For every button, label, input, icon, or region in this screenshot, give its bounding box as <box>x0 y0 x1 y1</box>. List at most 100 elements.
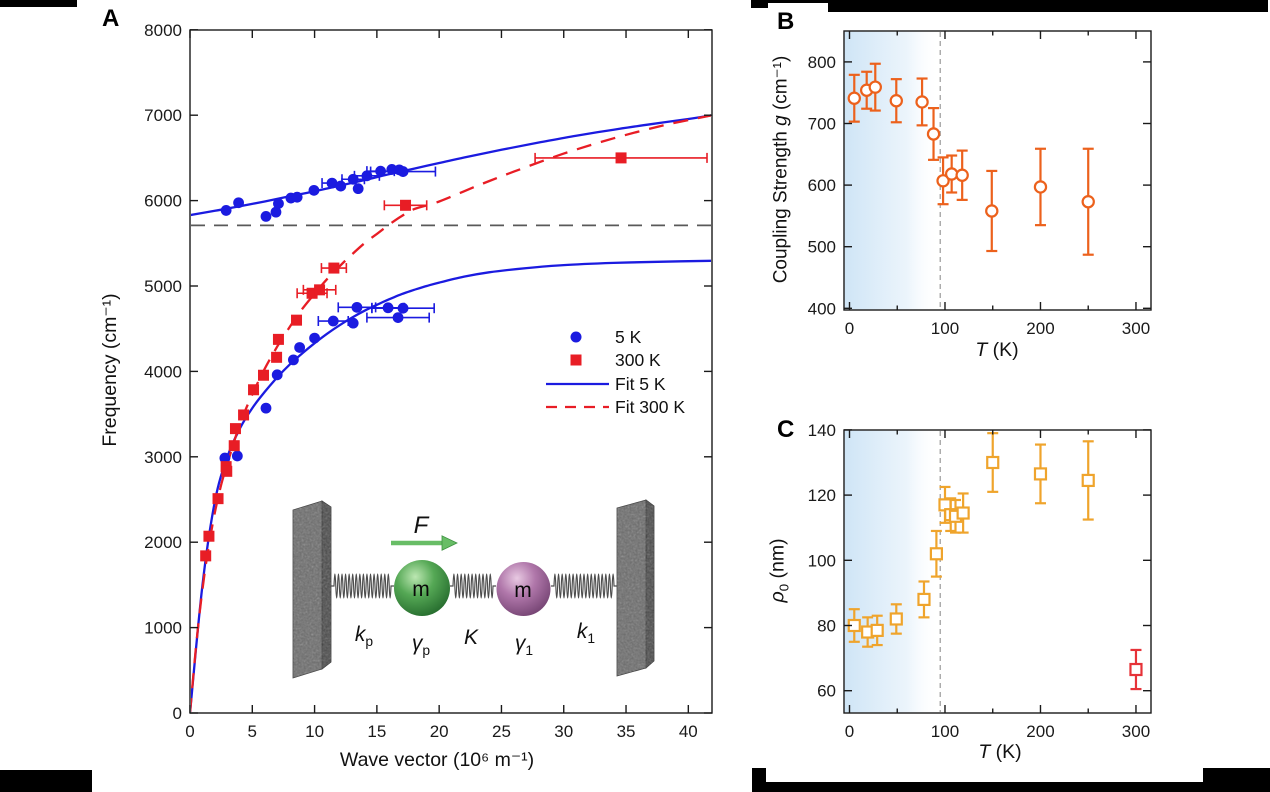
legend-label: 300 K <box>615 350 661 370</box>
data-point <box>294 342 306 353</box>
data-point <box>847 91 861 105</box>
data-point <box>615 152 627 164</box>
data-point <box>248 384 260 396</box>
data-point <box>291 314 303 326</box>
panel-a-label: A <box>102 5 120 32</box>
screen-artifact-bar <box>752 782 1270 792</box>
mass-label: m <box>412 578 430 601</box>
coupled-oscillator-inset: m m Fkp γp K γ1 k1 <box>292 499 655 679</box>
tick-label: 100 <box>931 319 959 338</box>
data-point <box>203 530 215 542</box>
spring-icon <box>331 573 394 599</box>
force-arrow-head-icon <box>441 535 458 551</box>
tick-label: 300 <box>1122 319 1150 338</box>
panel-b-plot <box>844 31 1095 310</box>
inset-label: K <box>464 626 479 649</box>
tick-label: 0 <box>173 704 182 723</box>
legend-label: Fit 300 K <box>615 397 685 417</box>
data-point <box>397 302 409 314</box>
tick-label: 35 <box>617 722 636 741</box>
tick-label: 20 <box>430 722 449 741</box>
panel-c-data-series <box>847 432 1143 691</box>
low-temperature-shaded-region <box>844 430 941 713</box>
tick-label: 120 <box>808 486 836 505</box>
data-point <box>327 315 339 327</box>
tick-label: 25 <box>492 722 511 741</box>
panel-a-legend: 5 K 300 K Fit 5 K Fit 300 K <box>546 327 685 417</box>
data-point <box>986 455 1000 470</box>
data-point <box>1129 662 1143 677</box>
panel-a-ylabel: Frequency (cm⁻¹) <box>99 293 121 447</box>
data-point <box>1033 467 1048 481</box>
inset-label: k1 <box>577 620 596 646</box>
legend-marker-square <box>570 354 582 366</box>
legend-label: 5 K <box>615 327 642 347</box>
legend-label: Fit 5 K <box>615 374 666 394</box>
data-point <box>273 198 284 209</box>
legend-marker-circle <box>570 331 582 343</box>
data-point <box>1033 180 1048 194</box>
data-point <box>929 547 943 561</box>
data-point <box>231 450 243 462</box>
tick-label: 0 <box>185 722 194 741</box>
data-point <box>889 94 903 108</box>
data-point <box>220 205 232 216</box>
panel-c-frame: 0 100 200 300 60 80 100 120 140 <box>808 421 1152 741</box>
data-point <box>956 506 970 520</box>
mass-label: m <box>514 579 532 602</box>
tick-label: 30 <box>554 722 573 741</box>
inset-label: γ1 <box>515 632 534 658</box>
data-point <box>351 301 363 313</box>
data-point <box>228 440 240 452</box>
data-point <box>271 369 283 381</box>
data-point <box>314 284 326 296</box>
panel-a-plot: m m Fkp γp K γ1 k1 <box>191 114 711 712</box>
series-300-k <box>200 152 708 562</box>
data-point <box>915 95 929 109</box>
panel-c-plot <box>844 430 1143 713</box>
tick-label: 80 <box>817 617 836 636</box>
data-point <box>309 332 320 344</box>
screen-artifact-bar <box>0 770 92 792</box>
mass-green-icon <box>394 560 450 616</box>
data-point <box>291 191 303 203</box>
spring-icon <box>551 573 617 599</box>
panel-c-label: C <box>777 416 795 443</box>
data-point <box>400 199 412 211</box>
tick-label: 15 <box>367 722 386 741</box>
data-point <box>229 423 241 435</box>
data-point <box>955 168 969 182</box>
panel-b-label: B <box>777 8 795 35</box>
data-point <box>221 465 233 477</box>
tick-label: 100 <box>931 722 959 741</box>
screen-artifact-bar <box>751 3 768 8</box>
tick-label: 400 <box>808 299 836 318</box>
tick-label: 40 <box>679 722 698 741</box>
data-point <box>926 127 941 141</box>
panel-a-frame: 0 5 10 15 20 25 30 35 40 0 1000 2000 3000 4000 5000 600… <box>144 21 713 741</box>
data-point <box>397 166 409 177</box>
data-point <box>1081 195 1095 209</box>
tick-label: 60 <box>817 682 836 701</box>
data-point <box>326 177 338 189</box>
data-point <box>392 312 404 323</box>
tick-label: 200 <box>1026 319 1054 338</box>
tick-label: 600 <box>808 176 836 195</box>
tick-label: 200 <box>1026 722 1054 741</box>
tick-label: 4000 <box>144 362 182 381</box>
tick-label: 140 <box>808 421 836 440</box>
tick-label: 100 <box>808 551 836 570</box>
tick-label: 0 <box>845 722 854 741</box>
data-point <box>233 197 244 209</box>
data-point <box>308 184 320 196</box>
panel-c-xlabel: T (K) <box>978 741 1022 763</box>
wall-left-icon <box>292 500 332 679</box>
tick-label: 500 <box>808 238 836 257</box>
tick-label: 7000 <box>144 106 182 125</box>
panel-b-data-series <box>847 62 1095 256</box>
tick-label: 3000 <box>144 448 182 467</box>
spring-icon <box>450 573 496 599</box>
screen-artifact-bar <box>751 0 1268 3</box>
